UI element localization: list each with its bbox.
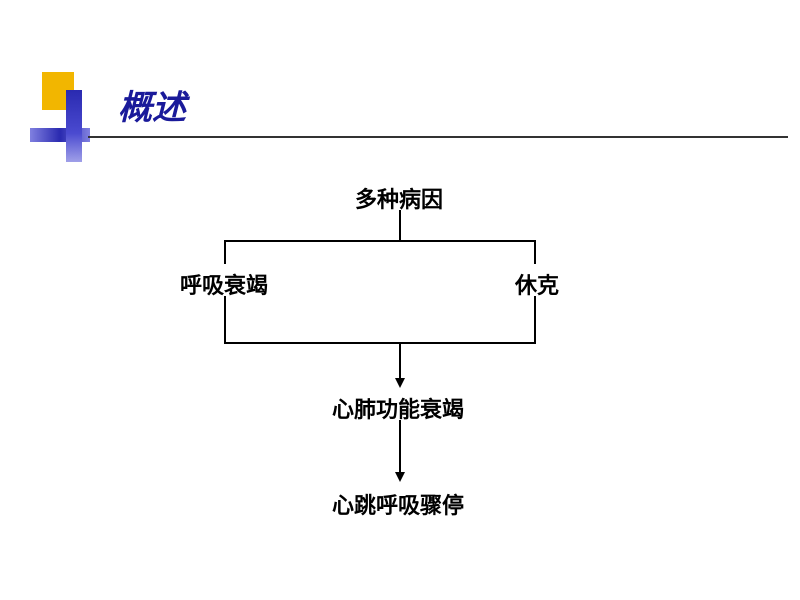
line-top-down xyxy=(399,210,401,240)
line-left-down xyxy=(224,296,226,342)
line-branch-right xyxy=(534,240,536,264)
header-divider xyxy=(88,136,788,138)
line-branch-horizontal xyxy=(224,240,536,242)
line-mid-down xyxy=(399,420,401,474)
line-branch-left xyxy=(224,240,226,264)
line-merge-horizontal xyxy=(224,342,536,344)
line-right-down xyxy=(534,296,536,342)
accent-blue-vertical xyxy=(66,90,82,162)
arrow-merge-down xyxy=(395,378,405,388)
node-mid: 心肺功能衰竭 xyxy=(332,392,464,424)
page-title: 概述 xyxy=(118,80,186,129)
node-bottom: 心跳呼吸骤停 xyxy=(332,488,464,520)
line-merge-down xyxy=(399,342,401,380)
arrow-mid-down xyxy=(395,472,405,482)
node-right: 休克 xyxy=(515,268,559,300)
